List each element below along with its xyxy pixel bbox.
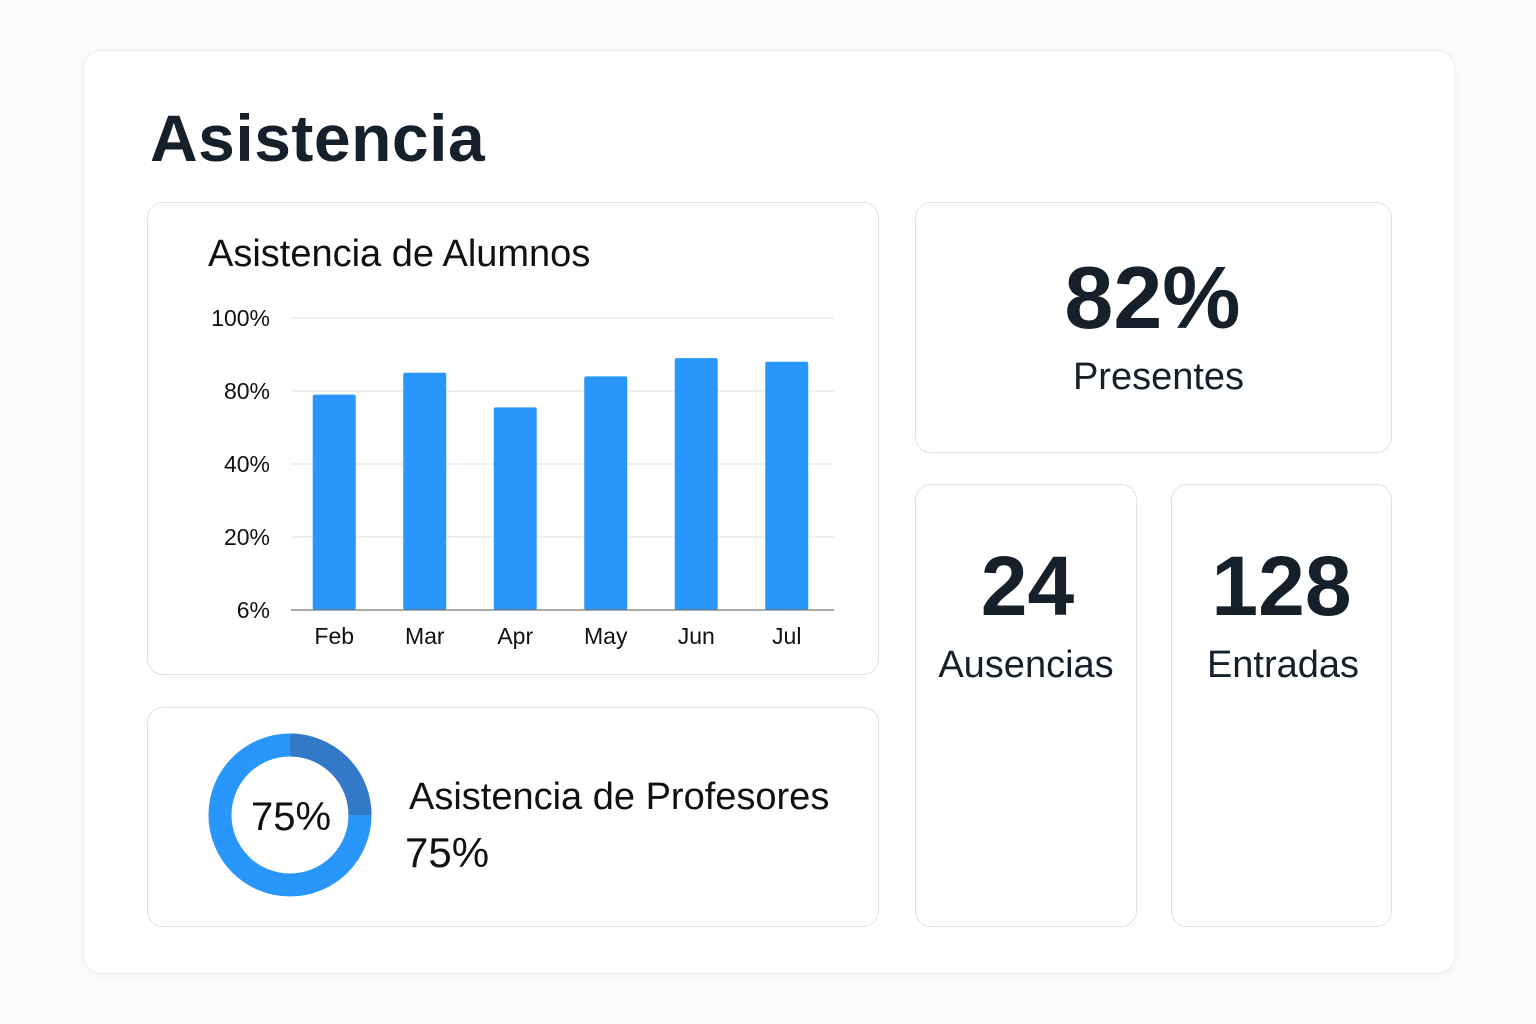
teachers-donut: 75% (208, 733, 372, 897)
absences-value: 24 (980, 539, 1075, 633)
entries-stat-card (1171, 484, 1392, 927)
bar-apr (493, 407, 537, 610)
x-tick-label: May (584, 623, 628, 649)
bar-jun (674, 358, 718, 610)
entries-label: Entradas (1206, 644, 1360, 686)
entries-value: 128 (1211, 539, 1352, 633)
bar-may (584, 376, 628, 610)
x-tick-label: Mar (405, 623, 445, 649)
bar-mar (403, 372, 447, 610)
present-label: Presentes (1072, 356, 1245, 398)
x-tick-label: Feb (314, 623, 354, 649)
x-tick-label: Jul (772, 623, 801, 649)
page-title: Asistencia (150, 101, 486, 175)
y-tick-label: 100% (211, 305, 270, 331)
chart-title: Asistencia de Alumnos (208, 233, 591, 275)
present-value: 82% (1064, 248, 1241, 347)
y-tick-label: 20% (224, 524, 270, 550)
bar-feb (312, 394, 356, 610)
bar-jul (765, 361, 809, 610)
y-tick-label: 80% (224, 378, 270, 404)
absences-stat-card (915, 484, 1137, 927)
absences-label: Ausencias (938, 644, 1114, 686)
x-tick-label: Apr (497, 623, 533, 649)
x-tick-label: Jun (678, 623, 715, 649)
donut-center-label: 75% (251, 795, 331, 839)
teachers-title: Asistencia de Profesores (409, 776, 830, 818)
teachers-value: 75% (405, 829, 490, 876)
y-tick-label: 6% (237, 597, 270, 623)
y-tick-label: 40% (224, 451, 270, 477)
present-stat-card (915, 202, 1392, 453)
donut-remainder-segment (289, 733, 372, 816)
